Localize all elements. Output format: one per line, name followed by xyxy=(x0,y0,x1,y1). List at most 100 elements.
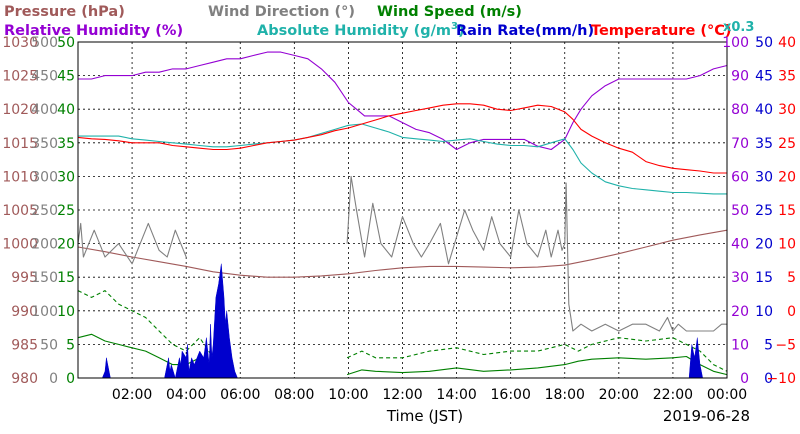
tick-rain-rate: 50 xyxy=(755,35,773,51)
tick-relative-humidity: 70 xyxy=(731,136,749,152)
tick-pressure: 1010 xyxy=(2,169,38,185)
tick-pressure: 985 xyxy=(11,337,38,353)
x-tick-label: 10:00 xyxy=(328,387,368,403)
tick-wind-direction: 500 xyxy=(31,35,58,51)
tick-wind-speed: 15 xyxy=(57,270,75,286)
x-tick-label: 06:00 xyxy=(220,387,260,403)
tick-wind-direction: 250 xyxy=(31,203,58,219)
tick-temperature: 5 xyxy=(787,270,796,286)
series-layer xyxy=(77,51,728,379)
x-tick-label: 18:00 xyxy=(545,387,585,403)
tick-rain-rate: 25 xyxy=(755,203,773,219)
tick-pressure: 1030 xyxy=(2,35,38,51)
x-axis-label: Time (JST) xyxy=(386,407,463,425)
series-wind-speed-max- xyxy=(77,290,728,372)
legend-rain-rate: Rain Rate(mm/h) xyxy=(456,23,594,39)
tick-relative-humidity: 0 xyxy=(740,371,749,387)
tick-wind-direction: 150 xyxy=(31,270,58,286)
series-wind-direction xyxy=(77,175,727,332)
tick-pressure: 1025 xyxy=(2,69,38,85)
tick-relative-humidity: 100 xyxy=(722,35,749,51)
tick-rain-rate: 10 xyxy=(755,304,773,320)
tick-relative-humidity: 90 xyxy=(731,69,749,85)
tick-pressure: 980 xyxy=(11,371,38,387)
tick-wind-direction: 50 xyxy=(40,337,58,353)
tick-pressure: 995 xyxy=(11,270,38,286)
x-tick-label: 22:00 xyxy=(653,387,693,403)
axes-layer: 1030102510201015101010051000995990985980… xyxy=(2,35,796,403)
tick-wind-direction: 350 xyxy=(31,136,58,152)
tick-temperature: 30 xyxy=(778,102,796,118)
tick-wind-direction: 400 xyxy=(31,102,58,118)
legend-relative-humidity: Relative Humidity (%) xyxy=(4,23,183,39)
legend-pressure: Pressure (hPa) xyxy=(4,4,125,20)
tick-rain-rate: 5 xyxy=(764,337,773,353)
series-pressure xyxy=(77,229,728,278)
tick-wind-speed: 20 xyxy=(57,237,75,253)
tick-temperature: −5 xyxy=(775,337,796,353)
tick-pressure: 1015 xyxy=(2,136,38,152)
tick-temperature: 10 xyxy=(778,237,796,253)
x-tick-label: 00:00 xyxy=(707,387,747,403)
legend: Pressure (hPa) Wind Direction (°) Wind S… xyxy=(4,4,754,39)
tick-wind-speed: 30 xyxy=(57,169,75,185)
tick-temperature: 15 xyxy=(778,203,796,219)
tick-wind-speed: 35 xyxy=(57,136,75,152)
x-tick-label: 08:00 xyxy=(274,387,314,403)
tick-wind-speed: 50 xyxy=(57,35,75,51)
tick-pressure: 990 xyxy=(11,304,38,320)
tick-wind-speed: 45 xyxy=(57,69,75,85)
series-rain-rate xyxy=(78,263,727,379)
x-tick-label: 12:00 xyxy=(382,387,422,403)
tick-temperature: 40 xyxy=(778,35,796,51)
tick-temperature: 25 xyxy=(778,136,796,152)
legend-scale-note: x0.3 xyxy=(723,20,754,35)
tick-rain-rate: 40 xyxy=(755,102,773,118)
tick-relative-humidity: 40 xyxy=(731,237,749,253)
tick-rain-rate: 15 xyxy=(755,270,773,286)
tick-rain-rate: 35 xyxy=(755,136,773,152)
tick-rain-rate: 20 xyxy=(755,237,773,253)
tick-wind-speed: 40 xyxy=(57,102,75,118)
plot-grid xyxy=(78,42,727,378)
date-label: 2019-06-28 xyxy=(663,407,750,425)
tick-temperature: 35 xyxy=(778,69,796,85)
tick-rain-rate: 45 xyxy=(755,69,773,85)
tick-relative-humidity: 20 xyxy=(731,304,749,320)
legend-temperature: Temperature (°C) xyxy=(591,23,732,39)
series-absolute-humidity-x0-3 xyxy=(78,123,727,195)
series-temperature xyxy=(77,103,727,174)
tick-rain-rate: 30 xyxy=(755,169,773,185)
plot-frame xyxy=(77,41,728,379)
x-tick-label: 04:00 xyxy=(166,387,206,403)
legend-wind-direction: Wind Direction (°) xyxy=(208,4,355,20)
tick-pressure: 1020 xyxy=(2,102,38,118)
tick-pressure: 1000 xyxy=(2,237,38,253)
tick-wind-speed: 0 xyxy=(66,371,75,387)
tick-wind-speed: 10 xyxy=(57,304,75,320)
x-tick-label: 20:00 xyxy=(599,387,639,403)
tick-relative-humidity: 10 xyxy=(731,337,749,353)
tick-wind-speed: 5 xyxy=(66,337,75,353)
tick-rain-rate: 0 xyxy=(764,371,773,387)
tick-pressure: 1005 xyxy=(2,203,38,219)
series-relative-humidity xyxy=(78,51,728,151)
tick-wind-direction: 300 xyxy=(31,169,58,185)
tick-temperature: −10 xyxy=(766,371,796,387)
tick-wind-direction: 450 xyxy=(31,69,58,85)
x-tick-label: 02:00 xyxy=(112,387,152,403)
tick-wind-speed: 25 xyxy=(57,203,75,219)
tick-temperature: 20 xyxy=(778,169,796,185)
tick-wind-direction: 200 xyxy=(31,237,58,253)
tick-relative-humidity: 80 xyxy=(731,102,749,118)
x-tick-label: 14:00 xyxy=(436,387,476,403)
tick-wind-direction: 0 xyxy=(49,371,58,387)
tick-relative-humidity: 60 xyxy=(731,169,749,185)
x-tick-label: 16:00 xyxy=(491,387,531,403)
tick-wind-direction: 100 xyxy=(31,304,58,320)
tick-relative-humidity: 30 xyxy=(731,270,749,286)
legend-absolute-humidity: Absolute Humidity (g/m3) xyxy=(257,21,465,39)
legend-wind-speed: Wind Speed (m/s) xyxy=(377,4,522,20)
tick-temperature: 0 xyxy=(787,304,796,320)
